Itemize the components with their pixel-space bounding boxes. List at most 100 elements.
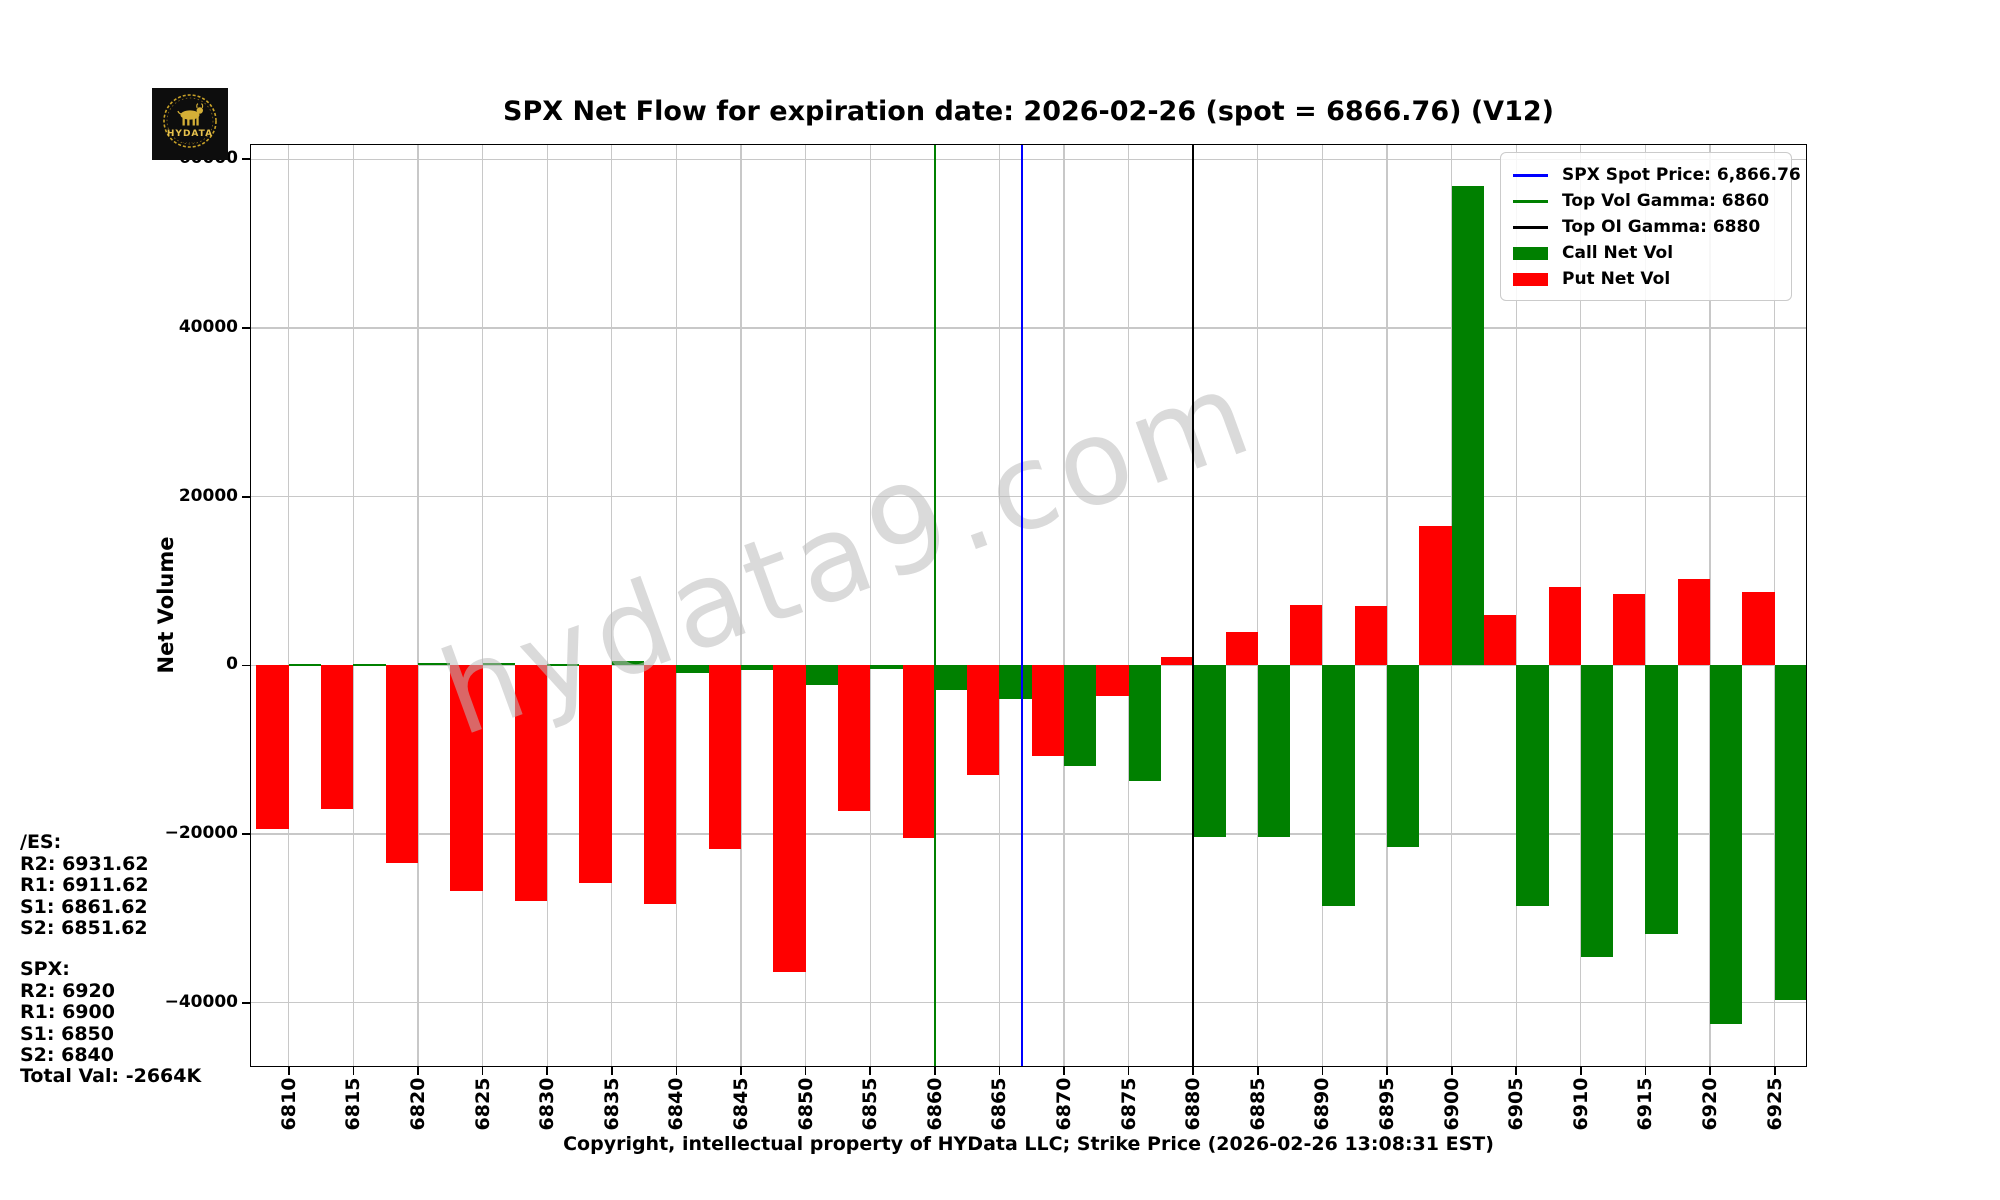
xtick-6845 bbox=[740, 1067, 742, 1075]
gridline-v-6850 bbox=[805, 144, 807, 1067]
put-bar-6880 bbox=[1160, 656, 1194, 666]
total-value-annotation: Total Val: -2664K bbox=[20, 1065, 202, 1087]
ytick-0 bbox=[242, 664, 250, 667]
gridline-v-6815 bbox=[352, 144, 354, 1067]
xtick-label-6855: 6855 bbox=[859, 1077, 882, 1131]
xtick-6830 bbox=[546, 1067, 549, 1075]
xtick-label-6830: 6830 bbox=[536, 1077, 559, 1131]
xtick-6860 bbox=[933, 1067, 936, 1075]
legend-label-0: SPX Spot Price: 6,866.76 bbox=[1562, 165, 1801, 185]
xtick-label-6845: 6845 bbox=[730, 1077, 752, 1131]
put-bar-6915 bbox=[1613, 593, 1646, 666]
gridline-h-40000 bbox=[250, 327, 1807, 329]
legend-line-swatch bbox=[1513, 225, 1548, 229]
xtick-6895 bbox=[1386, 1067, 1388, 1075]
legend-line-swatch bbox=[1513, 173, 1548, 177]
gridline-v-6845 bbox=[740, 144, 742, 1067]
put-bar-6900 bbox=[1419, 526, 1452, 666]
put-bar-6910 bbox=[1548, 586, 1581, 666]
spx-support-resistance-levels: SPX: R2: 6920 R1: 6900 S1: 6850 S2: 6840 bbox=[20, 958, 115, 1066]
xtick-6855 bbox=[869, 1067, 872, 1075]
gridline-h-20000 bbox=[250, 496, 1807, 498]
xtick-label-6870: 6870 bbox=[1053, 1077, 1076, 1131]
legend-row-0: SPX Spot Price: 6,866.76 bbox=[1513, 162, 1801, 188]
gridline-v-6910 bbox=[1580, 144, 1582, 1067]
xtick-label-6820: 6820 bbox=[406, 1077, 429, 1131]
call-bar-6830 bbox=[547, 664, 580, 666]
call-bar-6870 bbox=[1064, 665, 1097, 766]
gridline-h-0 bbox=[250, 664, 1807, 666]
call-bar-6910 bbox=[1580, 665, 1614, 958]
xtick-label-6810: 6810 bbox=[277, 1077, 300, 1131]
gridline-v-6840 bbox=[675, 144, 677, 1067]
ytick-60000 bbox=[242, 158, 250, 161]
gridline-h-60000 bbox=[250, 158, 1807, 160]
gridline-v-6875 bbox=[1128, 144, 1130, 1067]
put-bar-6840 bbox=[644, 665, 677, 905]
gridline-h--40000 bbox=[250, 1002, 1807, 1004]
xtick-label-6895: 6895 bbox=[1376, 1077, 1399, 1131]
vline-spx-spot-price bbox=[1020, 144, 1024, 1067]
hydata-logo: HYDATA ······· bbox=[152, 88, 228, 164]
put-bar-6845 bbox=[708, 665, 741, 850]
xtick-6875 bbox=[1127, 1067, 1130, 1075]
call-bar-6855 bbox=[870, 665, 903, 669]
call-bar-6890 bbox=[1322, 665, 1355, 906]
call-bar-6875 bbox=[1128, 665, 1161, 781]
ytick-label--20000: −20000 bbox=[164, 823, 238, 844]
call-bar-6845 bbox=[741, 665, 774, 671]
gridline-v-6830 bbox=[546, 144, 548, 1067]
call-bar-6865 bbox=[999, 665, 1032, 700]
put-bar-6825 bbox=[450, 665, 483, 891]
ytick-label-20000: 20000 bbox=[178, 485, 238, 506]
ytick-40000 bbox=[242, 327, 250, 329]
xtick-label-6900: 6900 bbox=[1440, 1077, 1463, 1131]
xtick-6810 bbox=[287, 1067, 290, 1075]
call-bar-6905 bbox=[1516, 665, 1549, 906]
call-bar-6885 bbox=[1257, 665, 1291, 838]
bull-icon bbox=[177, 103, 204, 126]
ytick-label-40000: 40000 bbox=[178, 316, 238, 337]
gridline-v-6865 bbox=[998, 144, 1000, 1067]
put-bar-6920 bbox=[1677, 579, 1711, 666]
call-bar-6925 bbox=[1774, 665, 1807, 1001]
xtick-6825 bbox=[481, 1067, 484, 1075]
call-bar-6900 bbox=[1451, 186, 1484, 666]
call-bar-6850 bbox=[805, 665, 838, 685]
put-bar-6895 bbox=[1354, 606, 1388, 666]
put-bar-6815 bbox=[321, 665, 354, 809]
xtick-6850 bbox=[804, 1067, 807, 1075]
xtick-label-6815: 6815 bbox=[342, 1077, 365, 1131]
xtick-label-6860: 6860 bbox=[923, 1077, 946, 1131]
legend-label-1: Top Vol Gamma: 6860 bbox=[1562, 191, 1770, 211]
xtick-6885 bbox=[1257, 1067, 1259, 1075]
ytick--40000 bbox=[242, 1001, 250, 1004]
xtick-6905 bbox=[1515, 1067, 1518, 1075]
xtick-label-6920: 6920 bbox=[1699, 1077, 1722, 1131]
ytick--20000 bbox=[242, 833, 250, 835]
xtick-6925 bbox=[1773, 1067, 1776, 1075]
put-bar-6835 bbox=[579, 665, 612, 883]
call-bar-6920 bbox=[1710, 665, 1743, 1024]
call-bar-6835 bbox=[611, 661, 645, 666]
xtick-label-6905: 6905 bbox=[1505, 1077, 1528, 1131]
xtick-label-6850: 6850 bbox=[794, 1077, 817, 1131]
logo-brand-text: HYDATA bbox=[167, 129, 213, 139]
call-bar-6825 bbox=[482, 662, 515, 666]
legend-line-swatch bbox=[1513, 199, 1548, 203]
vline-top-vol-gamma bbox=[933, 144, 937, 1067]
gridline-v-6810 bbox=[288, 144, 290, 1067]
call-bar-6895 bbox=[1387, 665, 1420, 847]
xtick-6815 bbox=[352, 1067, 355, 1075]
gridline-v-6890 bbox=[1321, 144, 1324, 1067]
ytick-20000 bbox=[242, 495, 250, 498]
vline-top-oi-gamma bbox=[1191, 144, 1195, 1067]
xtick-label-6910: 6910 bbox=[1569, 1077, 1592, 1131]
copyright-line: Copyright, intellectual property of HYDa… bbox=[563, 1133, 1494, 1155]
put-bar-6875 bbox=[1096, 665, 1129, 696]
gridline-v-6905 bbox=[1515, 144, 1517, 1067]
put-bar-6890 bbox=[1290, 604, 1323, 666]
call-bar-6860 bbox=[934, 665, 968, 690]
xtick-label-6875: 6875 bbox=[1117, 1077, 1140, 1131]
xtick-6890 bbox=[1321, 1067, 1324, 1075]
